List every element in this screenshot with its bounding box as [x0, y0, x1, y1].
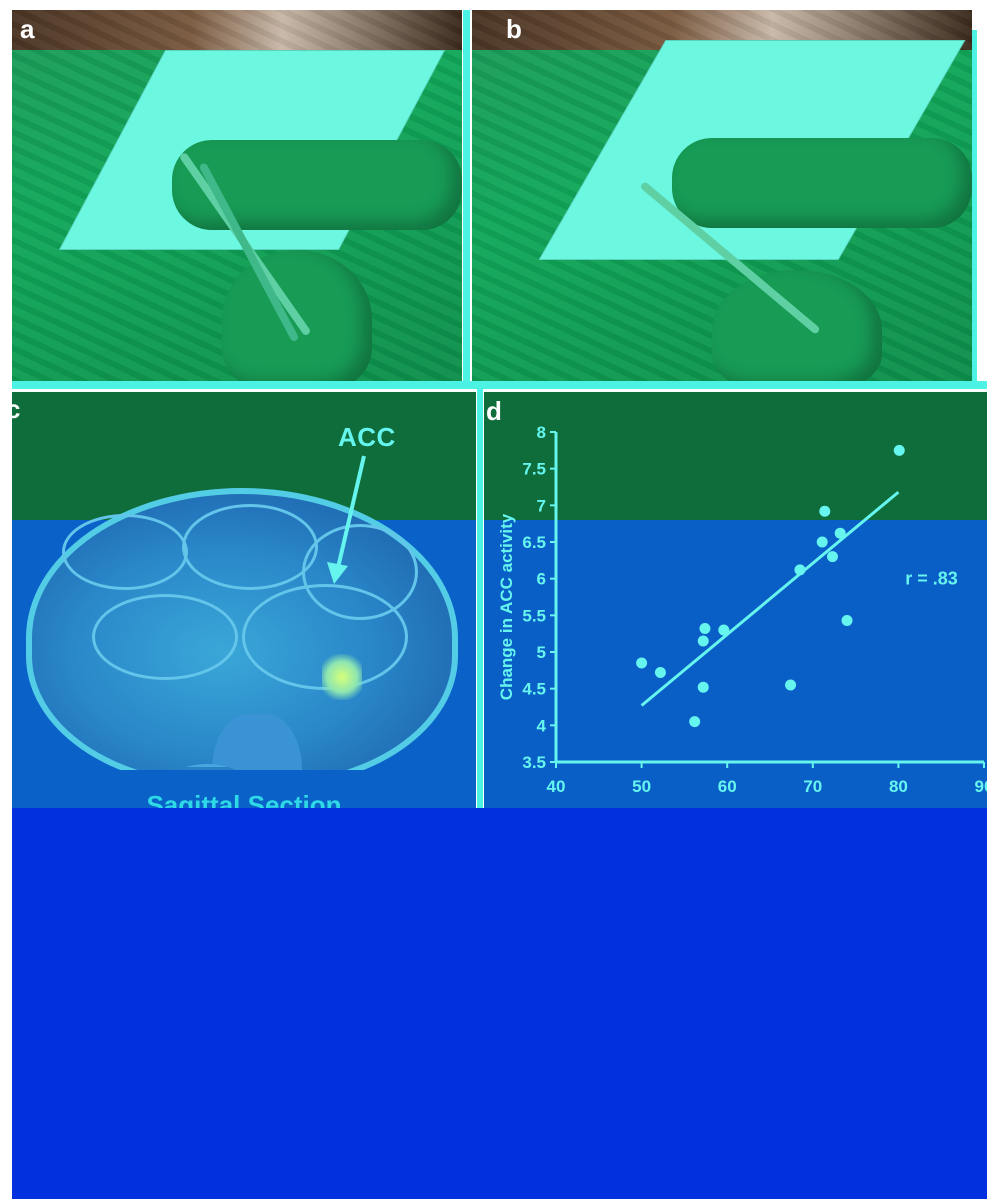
panel-d-chart: d 3.5 4 4.5 5 5.5 6 6.5 7 7.5 8 40 50 60 70 80 90 Change…: [484, 392, 987, 808]
acc-activation-blob: [322, 654, 362, 700]
y-tick-label: 5.5: [522, 606, 546, 625]
y-tick-label: 4.5: [522, 680, 546, 699]
y-tick-label: 7: [537, 496, 546, 515]
x-tick-label: 70: [803, 777, 822, 796]
divider-vertical: [972, 30, 977, 382]
x-tick-label: 40: [547, 777, 566, 796]
data-point: [718, 624, 730, 636]
scatter-chart: 3.5 4 4.5 5 5.5 6 6.5 7 7.5 8 40 50 60 70 80 90 Change i…: [497, 423, 987, 796]
data-point: [785, 679, 797, 691]
data-point: [636, 657, 648, 669]
y-tick-label: 6: [537, 570, 546, 589]
y-tick-label: 8: [537, 423, 546, 442]
y-axis-label: Change in ACC activity: [497, 513, 516, 700]
correlation-annotation: r = .83: [905, 569, 958, 589]
panel-letter-a: a: [20, 14, 35, 44]
x-tick-label: 90: [975, 777, 987, 796]
data-point: [816, 536, 828, 548]
y-tick-label: 3.5: [522, 753, 546, 772]
acc-label: ACC: [338, 422, 396, 452]
data-point: [699, 623, 711, 635]
y-tick-label: 4: [537, 716, 547, 735]
panel-d-lower: [484, 520, 987, 808]
divider-horizontal: [12, 381, 987, 389]
data-point: [834, 527, 846, 539]
brain-fold: [92, 594, 238, 680]
scissors-hand: [712, 270, 882, 382]
x-tick-label: 50: [632, 777, 651, 796]
data-point: [654, 667, 666, 679]
panel-letter-d: d: [486, 396, 502, 426]
holding-hand: [672, 138, 972, 228]
x-tick-label: 60: [718, 777, 737, 796]
y-tick-label: 7.5: [522, 460, 546, 479]
panel-c-brain: c ACC Sagittal Section: [12, 392, 476, 808]
section-caption: Sagittal Section: [146, 790, 342, 808]
y-tick-label: 6.5: [522, 533, 546, 552]
photo-background-strip: [12, 10, 462, 50]
divider-vertical: [477, 389, 483, 808]
data-point: [826, 551, 838, 563]
data-point: [697, 635, 709, 647]
data-point: [893, 444, 905, 456]
data-point: [697, 681, 709, 693]
brain-image-base: [12, 770, 476, 808]
data-point: [794, 564, 806, 576]
data-point: [819, 505, 831, 517]
acc-arrow-icon: [327, 455, 366, 584]
divider-vertical: [463, 10, 470, 382]
y-tick-label: 5: [537, 643, 546, 662]
panel-a-photo: a: [12, 10, 462, 382]
data-point: [689, 716, 701, 728]
trend-line: [640, 490, 900, 707]
panel-letter-c: c: [12, 394, 21, 424]
bottom-blank-region: [12, 808, 987, 1199]
panel-b-photo: b: [472, 10, 972, 382]
data-point: [841, 614, 853, 626]
x-tick-label: 80: [889, 777, 908, 796]
panel-letter-b: b: [506, 14, 522, 44]
